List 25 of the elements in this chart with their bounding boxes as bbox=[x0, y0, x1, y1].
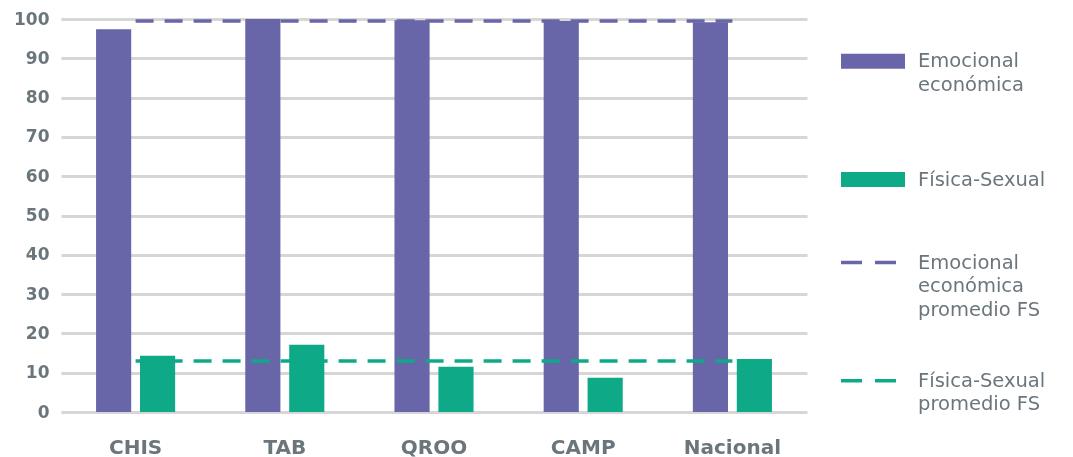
y-tick-label: 60 bbox=[25, 165, 50, 186]
y-tick-label: 70 bbox=[25, 126, 50, 147]
x-tick-label: CAMP bbox=[550, 434, 616, 457]
legend-label: Emocional económica promedio FS bbox=[918, 250, 1041, 321]
y-tick-label: 10 bbox=[25, 362, 50, 383]
bar bbox=[438, 366, 474, 412]
text: Física-Sexual bbox=[918, 167, 1046, 191]
legend-label: Física-Sexual bbox=[918, 368, 1046, 392]
bar bbox=[587, 377, 623, 412]
y-tick-label: 90 bbox=[25, 47, 50, 68]
y-tick-label: 20 bbox=[25, 322, 50, 343]
bar bbox=[96, 29, 132, 412]
text: promedio FS bbox=[918, 392, 1041, 416]
y-tick-label: 30 bbox=[25, 283, 50, 304]
x-tick-label: TAB bbox=[263, 434, 307, 457]
y-tick-label: 40 bbox=[25, 244, 50, 265]
x-tick-label: CHIS bbox=[108, 434, 163, 457]
x-tick-label: Nacional bbox=[683, 434, 782, 457]
y-tick-label: 50 bbox=[25, 205, 50, 225]
y-tick-label: 0 bbox=[37, 401, 50, 422]
bar bbox=[736, 358, 772, 412]
legend-label: Emocional económica bbox=[918, 49, 1025, 96]
y-tick-label: 80 bbox=[25, 87, 50, 108]
x-tick-label: QROO bbox=[400, 434, 468, 457]
y-tick-label: 100 bbox=[14, 8, 50, 29]
